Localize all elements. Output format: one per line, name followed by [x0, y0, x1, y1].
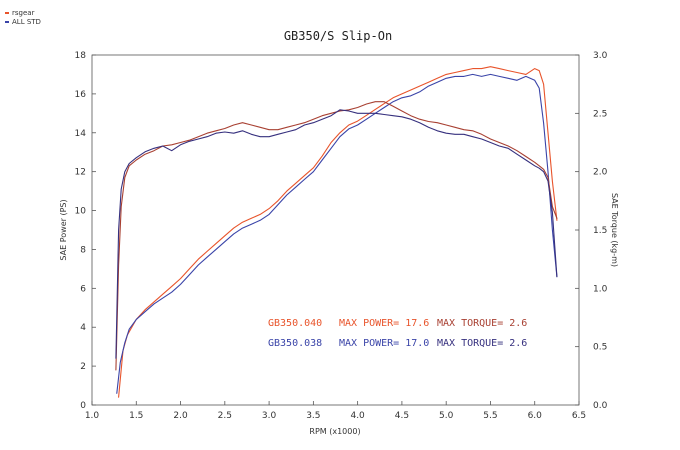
x-tick-label: 1.5 — [129, 411, 143, 421]
annotation-rsgear-torque: MAX TORQUE= 2.6 — [437, 318, 527, 329]
power-line-all-std — [116, 73, 558, 394]
y-left-tick-label: 8 — [80, 245, 86, 255]
y-right-tick-label: 1.0 — [593, 284, 608, 294]
ticks-layer: 1.0 1.5 2.0 2.5 3.0 3.5 4.0 4.5 5.0 5.5 6.0 6.5 0 2 4 6… — [75, 51, 608, 421]
x-tick-label: 3.0 — [262, 411, 277, 421]
x-tick-label: 2.0 — [173, 411, 188, 421]
plot-frame — [91, 54, 580, 406]
annotation-block: GB350.040 MAX POWER= 17.6 MAX TORQUE= 2.… — [268, 318, 527, 349]
x-tick-label: 6.5 — [572, 411, 586, 421]
annotation-all-std-label: GB350.038 — [268, 338, 322, 349]
legend: rsgear ALL STD — [5, 9, 41, 26]
chart-title: GB350/S Slip-On — [284, 29, 392, 43]
y-right-tick-label: 0.0 — [593, 401, 608, 411]
y-right-tick-label: 0.5 — [593, 343, 607, 353]
legend-swatch-rsgear — [5, 12, 9, 14]
y-right-tick-label: 3.0 — [593, 51, 608, 61]
x-tick-label: 5.5 — [483, 411, 497, 421]
x-tick-label: 4.5 — [395, 411, 409, 421]
y-left-tick-label: 18 — [75, 51, 87, 61]
power-line-rsgear — [118, 66, 558, 398]
legend-label-rsgear: rsgear — [12, 9, 35, 17]
x-tick-label: 1.0 — [85, 411, 100, 421]
y-axis-label-left: SAE Power (PS) — [59, 199, 68, 260]
y-left-tick-label: 0 — [80, 401, 86, 411]
x-tick-label: 3.5 — [306, 411, 320, 421]
annotation-all-std-power: MAX POWER= 17.0 — [339, 338, 429, 349]
annotation-all-std-torque: MAX TORQUE= 2.6 — [437, 338, 527, 349]
annotation-rsgear-label: GB350.040 — [268, 318, 322, 329]
y-left-tick-label: 12 — [75, 168, 86, 178]
y-right-tick-label: 2.0 — [593, 168, 608, 178]
y-left-tick-label: 14 — [75, 129, 87, 139]
annotation-rsgear-power: MAX POWER= 17.6 — [339, 318, 429, 329]
series-layer — [115, 66, 558, 398]
y-right-tick-label: 1.5 — [593, 226, 607, 236]
y-right-tick-label: 2.5 — [593, 109, 607, 119]
y-left-tick-label: 4 — [80, 323, 86, 333]
legend-swatch-all-std — [5, 21, 9, 23]
torque-line-all-std — [115, 109, 558, 359]
x-tick-label: 2.5 — [218, 411, 232, 421]
y-left-tick-label: 16 — [75, 90, 87, 100]
x-axis-label: RPM (x1000) — [309, 427, 360, 436]
y-left-tick-label: 10 — [75, 207, 87, 217]
x-tick-label: 6.0 — [528, 411, 543, 421]
y-left-tick-label: 2 — [80, 362, 86, 372]
x-tick-label: 5.0 — [439, 411, 454, 421]
legend-label-all-std: ALL STD — [12, 18, 41, 26]
y-left-tick-label: 6 — [80, 284, 86, 294]
y-axis-label-right: SAE Torque (kg-m) — [610, 193, 619, 267]
x-tick-label: 4.0 — [350, 411, 365, 421]
